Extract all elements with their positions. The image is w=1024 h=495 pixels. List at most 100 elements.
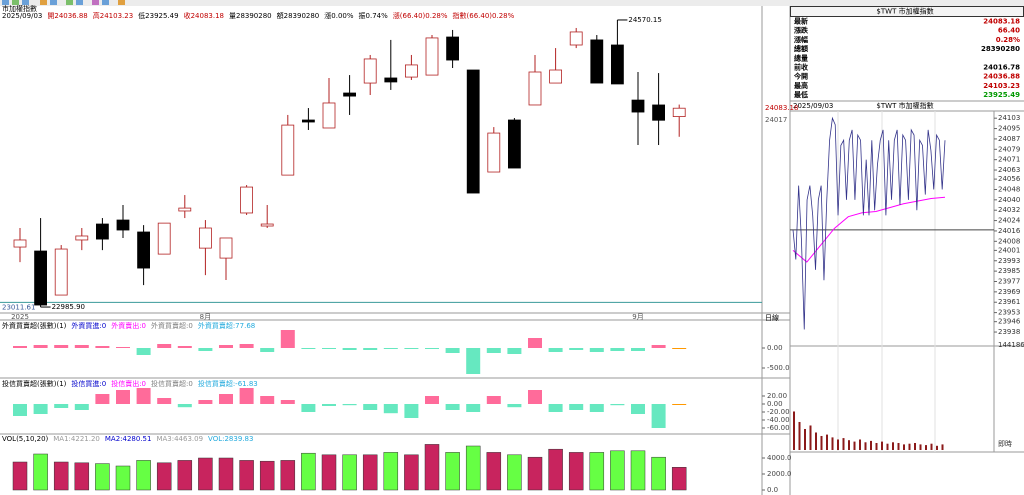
quote-label: 漲跌 xyxy=(794,26,809,35)
flow-bar xyxy=(672,348,687,349)
intraday-volume-bar xyxy=(809,425,812,450)
high-label: 24570.15 xyxy=(628,16,661,24)
volume-bar xyxy=(95,463,110,491)
flow-bar xyxy=(466,348,481,374)
y-tick-label: 2000.0 xyxy=(767,470,792,478)
flow-bar xyxy=(486,348,501,353)
legend-item: 開24036.88 xyxy=(47,12,87,20)
y-tick-label: 24095 xyxy=(998,125,1020,133)
flow-bar xyxy=(383,348,398,349)
flow-bar xyxy=(507,348,522,354)
quote-label: 總量 xyxy=(794,53,808,62)
intraday-volume-bar xyxy=(798,421,801,450)
y-tick-label: -20.00 xyxy=(767,408,790,416)
toolbar-button[interactable] xyxy=(76,0,83,5)
quote-value: 0.28% xyxy=(996,36,1020,44)
toolbar-button[interactable] xyxy=(102,0,109,5)
candle-body xyxy=(343,92,357,97)
volume-bar xyxy=(218,457,234,491)
y-tick-label: 23969 xyxy=(998,288,1020,296)
flow-bar xyxy=(157,344,172,348)
candle-body xyxy=(528,71,542,106)
legend-item: 2025/09/03 xyxy=(2,12,42,20)
y-tick-label: 23993 xyxy=(998,257,1020,265)
toolbar-button[interactable] xyxy=(50,0,57,5)
flow-bar xyxy=(116,347,130,348)
legend-item: 投信買賣超(張數)(1) xyxy=(2,379,67,388)
intraday-volume-bar xyxy=(892,442,894,450)
candle-body xyxy=(240,186,254,214)
volume-bar xyxy=(136,460,151,491)
flow-bar xyxy=(528,338,542,348)
flow-bar xyxy=(672,404,687,405)
intraday-volume-bar xyxy=(941,444,944,450)
y-tick-label: 0.00 xyxy=(767,400,783,408)
flow-bar xyxy=(548,404,563,412)
intraday-volume-bar xyxy=(826,434,828,450)
candle-body xyxy=(363,58,377,84)
flow-bar xyxy=(569,404,584,410)
flow-bar xyxy=(33,345,48,348)
legend-item: 外資買進:0 xyxy=(71,321,106,330)
candle-body xyxy=(652,104,665,121)
volume-bar xyxy=(12,461,28,491)
volume-max-label: 144186 xyxy=(998,341,1024,349)
intraday-title: $TWT 市加權指數 xyxy=(876,101,933,110)
y-tick-label: 23938 xyxy=(998,328,1020,336)
legend-item: VOL:2839.83 xyxy=(208,435,253,443)
flow-bar xyxy=(631,348,645,351)
flow-bar xyxy=(445,348,460,353)
intraday-volume-bar xyxy=(864,442,867,450)
chart-title: 市加權指數 xyxy=(2,4,37,13)
legend-item: MA3:4463.09 xyxy=(156,435,203,443)
toolbar-button[interactable] xyxy=(2,0,9,5)
candle-body xyxy=(13,239,27,248)
legend: 外資買賣超(張數)(1) 外資買進:0 外資賣出:0 外資買賣超:0 外資買賣超:77.… xyxy=(2,321,255,330)
quote-label: 總額 xyxy=(794,44,808,53)
legend-item: 漲0.00% xyxy=(324,11,354,20)
intraday-volume-bar xyxy=(815,432,817,450)
intraday-volume-bar xyxy=(848,440,850,450)
quote-value: 24083.18 xyxy=(983,18,1020,26)
toolbar-button[interactable] xyxy=(12,0,19,5)
intraday-volume-bar xyxy=(820,435,823,450)
legend-item: 外資買賣超(張數)(1) xyxy=(2,321,67,330)
candle-body xyxy=(75,235,89,241)
flow-bar xyxy=(13,404,27,416)
candle-body xyxy=(425,37,439,76)
legend-item: 指數(66.40)0.28% xyxy=(453,11,515,20)
x-tick-label: 8月 xyxy=(200,313,211,321)
flow-bar xyxy=(342,404,357,406)
legend-item: 外資買賣超:0 xyxy=(151,321,193,330)
flow-bar xyxy=(219,394,233,404)
flow-bar xyxy=(528,390,542,404)
intraday-volume-bar xyxy=(919,444,922,450)
candle-body xyxy=(404,64,418,78)
y-tick-label: -40.00 xyxy=(767,416,790,424)
candle-body xyxy=(178,207,192,212)
flow-bar xyxy=(239,344,254,348)
candle-body xyxy=(466,69,480,194)
toolbar-button[interactable] xyxy=(40,0,47,5)
toolbar-button[interactable] xyxy=(22,0,29,5)
intraday-volume-bar xyxy=(870,440,872,450)
volume-bar xyxy=(53,461,69,491)
candle-body xyxy=(219,237,233,259)
toolbar-button[interactable] xyxy=(92,0,99,5)
flow-bar xyxy=(466,404,481,412)
flow-bar xyxy=(116,390,130,404)
intraday-date: 2025/09/03 xyxy=(793,102,833,110)
intraday-volume-bar xyxy=(930,443,933,450)
y-tick-label: 23961 xyxy=(998,298,1020,306)
candle-body xyxy=(34,250,47,306)
candle-body xyxy=(611,44,624,85)
quote-label: 漲幅 xyxy=(794,35,808,44)
intraday-volume-bar xyxy=(837,439,839,450)
toolbar-button[interactable] xyxy=(66,0,73,5)
flow-bar xyxy=(198,400,213,404)
toolbar-button[interactable] xyxy=(118,0,125,5)
quote-value: 24016.78 xyxy=(983,64,1020,72)
flow-bar xyxy=(260,396,275,404)
y-tick-label: -60.00 xyxy=(767,424,790,432)
